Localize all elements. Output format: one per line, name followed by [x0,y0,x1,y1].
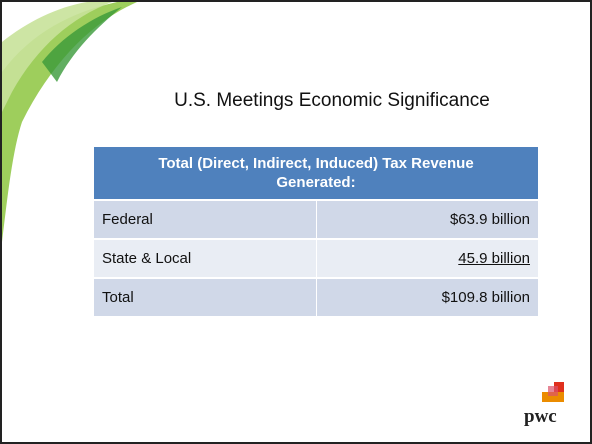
decoration [2,2,137,242]
row-label: Federal [94,200,317,240]
row-value: $63.9 billion [316,200,538,240]
slide-title: U.S. Meetings Economic Significance [174,90,490,111]
row-value: $109.8 billion [316,278,538,318]
row-value: 45.9 billion [316,239,538,279]
logo-mark [542,382,564,402]
row-label: Total [94,278,317,318]
logo: pwc [522,378,572,428]
revenue-table: Total (Direct, Indirect, Induced) Tax Re… [94,147,538,318]
row-value-text: 45.9 billion [458,250,530,267]
logo-text: pwc [524,406,557,427]
row-label: State & Local [94,239,317,279]
table-header: Total (Direct, Indirect, Induced) Tax Re… [94,147,538,201]
